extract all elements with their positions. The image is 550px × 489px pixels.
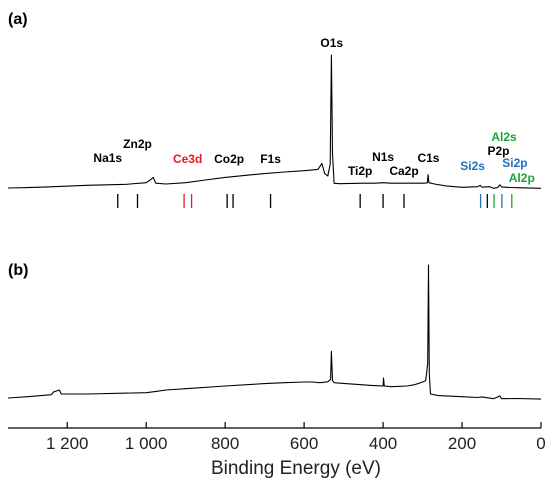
- peak-label-p2p: P2p: [487, 144, 509, 158]
- peak-label-na1s: Na1s: [93, 151, 122, 165]
- peak-label-co2p: Co2p: [214, 152, 244, 166]
- x-tick-label-1200: 1 200: [46, 434, 89, 453]
- x-axis: 1 200 1 000 800 600 400 200 0 Binding Energy (…: [8, 422, 546, 479]
- x-tick-label-0: 0: [536, 434, 545, 453]
- x-tick-label-800: 800: [211, 434, 239, 453]
- x-tick-label-1000: 1 000: [125, 434, 168, 453]
- spectrum-line-a: [7, 54, 542, 189]
- spectrum-line-b: [7, 264, 542, 400]
- peak-label-n1s: N1s: [372, 150, 394, 164]
- peak-label-si2p: Si2p: [502, 156, 527, 170]
- panel-label-b: (b): [8, 262, 28, 279]
- peak-label-zn2p: Zn2p: [123, 137, 152, 151]
- x-tick-label-400: 400: [369, 434, 397, 453]
- reference-lines-a: [117, 194, 513, 208]
- peak-label-ca2p: Ca2p: [389, 164, 418, 178]
- x-axis-label: Binding Energy (eV): [211, 458, 381, 479]
- peak-label-o1s: O1s: [320, 36, 343, 50]
- peak-label-c1s: C1s: [417, 151, 439, 165]
- peak-label-al2s: Al2s: [491, 130, 517, 144]
- x-tick-label-200: 200: [448, 434, 476, 453]
- panel-label-a: (a): [8, 11, 28, 28]
- peak-label-ti2p: Ti2p: [348, 164, 372, 178]
- x-axis-ticks: 1 200 1 000 800 600 400 200 0: [46, 422, 546, 453]
- peak-label-al2p: Al2p: [509, 171, 535, 185]
- peak-label-si2s: Si2s: [460, 159, 485, 173]
- peak-label-ce3d: Ce3d: [173, 152, 202, 166]
- panel-b: (b): [7, 262, 542, 400]
- x-tick-label-600: 600: [290, 434, 318, 453]
- peak-label-f1s: F1s: [260, 152, 281, 166]
